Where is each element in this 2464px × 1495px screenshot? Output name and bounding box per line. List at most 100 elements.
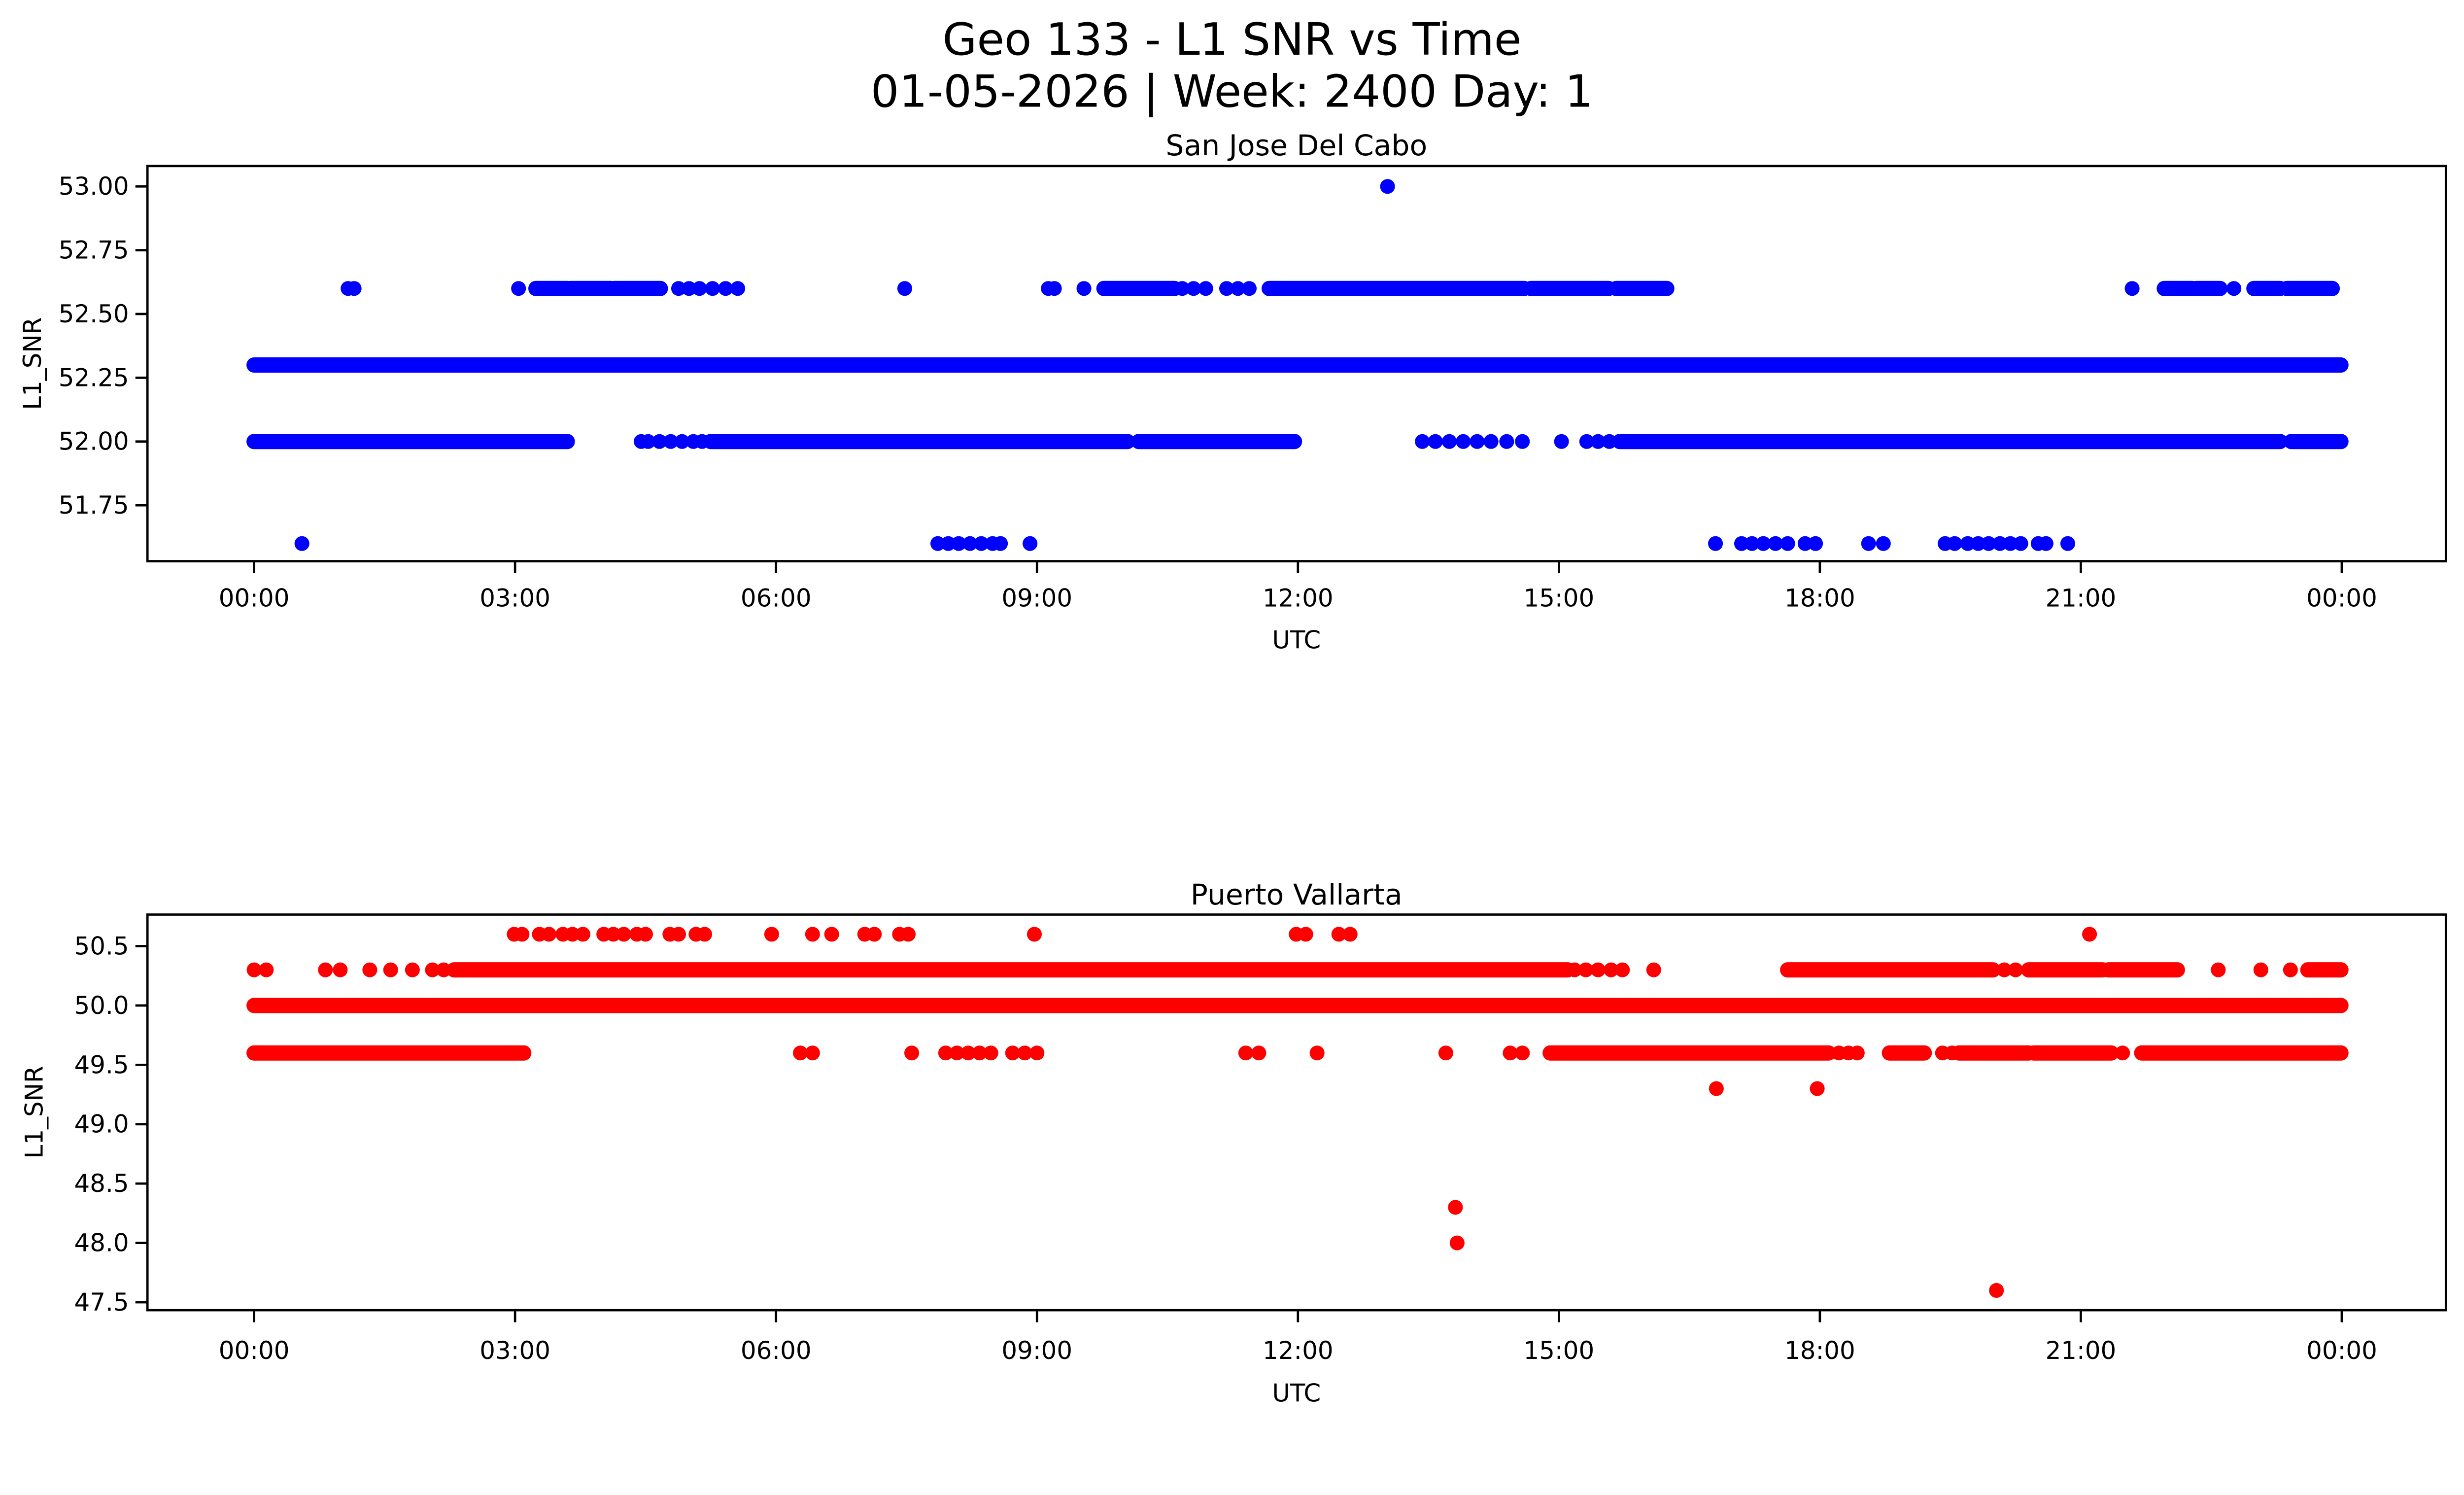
data-point (1709, 1081, 1724, 1096)
data-point (541, 927, 557, 942)
data-point (1515, 1045, 1530, 1061)
figure: Geo 133 - L1 SNR vs Time 01-05-2026 | We… (18, 14, 2447, 1407)
data-point (1590, 434, 1606, 449)
x-tick-label: 12:00 (1263, 1336, 1334, 1365)
x-axis-label-bottom: UTC (1272, 1379, 1321, 1406)
data-point (1971, 536, 1986, 551)
data-point (1198, 281, 1213, 296)
x-tick-label: 03:00 (479, 584, 550, 613)
data-point (974, 536, 989, 551)
data-point (259, 962, 274, 977)
data-point (692, 281, 707, 296)
y-tick-label: 52.00 (59, 427, 129, 456)
x-tick-label: 06:00 (741, 584, 812, 613)
data-point (1947, 536, 1962, 551)
x-tick-label: 03:00 (479, 1336, 550, 1365)
data-point (1992, 536, 2008, 551)
subplot-san-jose-del-cabo: San Jose Del Cabo L1_SNR UTC 00:00 03:00 0… (18, 129, 2447, 654)
data-point (1861, 536, 1876, 551)
x-tick-label: 12:00 (1263, 584, 1334, 613)
data-point (960, 1045, 976, 1061)
data-point (697, 927, 713, 942)
data-point (941, 536, 956, 551)
data-point (1005, 1045, 1020, 1061)
axes-title-puerto-vallarta: Puerto Vallarta (1191, 878, 1403, 911)
y-tick-label: 52.75 (59, 236, 129, 265)
data-point (897, 281, 913, 296)
data-point (1017, 1045, 1032, 1061)
data-point (867, 927, 882, 942)
y-axis-label-top: L1_SNR (18, 317, 47, 410)
data-point (1219, 281, 1234, 296)
data-point (1027, 927, 1042, 942)
data-point (1515, 434, 1530, 449)
data-point (2115, 1045, 2130, 1061)
data-point (1238, 1045, 1253, 1061)
data-point (1808, 536, 1823, 551)
axes-frame (146, 165, 2447, 562)
data-point (993, 536, 1008, 551)
data-point (1590, 962, 1606, 977)
data-point (246, 962, 262, 977)
axes-frame (146, 913, 2447, 1312)
data-point (1734, 536, 1749, 551)
data-point (383, 962, 398, 977)
y-tick-label: 49.0 (74, 1110, 129, 1139)
data-point (938, 1045, 953, 1061)
data-point (436, 962, 451, 977)
data-point (1309, 1045, 1325, 1061)
data-point (1849, 1045, 1865, 1061)
data-point (1483, 434, 1499, 449)
data-point (638, 927, 653, 942)
y-tick-label: 49.5 (74, 1050, 129, 1079)
data-point (1876, 536, 1891, 551)
data-point (575, 927, 590, 942)
data-point (1076, 281, 1092, 296)
data-point (1604, 962, 1619, 977)
y-axis-label-bottom: L1_SNR (20, 1066, 49, 1158)
data-point (616, 927, 631, 942)
data-point (793, 1045, 808, 1061)
y-tick-label: 50.0 (74, 991, 129, 1020)
data-point (1047, 281, 1062, 296)
x-tick-label: 18:00 (1784, 584, 1855, 613)
data-point (675, 434, 690, 449)
data-point (1756, 536, 1771, 551)
data-point (2038, 536, 2053, 551)
data-point (663, 434, 679, 449)
data-point (2060, 536, 2076, 551)
data-point (805, 1045, 820, 1061)
data-point (1780, 536, 1795, 551)
y-tick-label: 52.25 (59, 363, 129, 392)
data-point (641, 434, 656, 449)
data-point (1797, 536, 1813, 551)
data-point (1241, 281, 1257, 296)
data-point (694, 434, 710, 449)
data-point (2124, 281, 2140, 296)
data-point (930, 536, 946, 551)
snr-time-chart: Geo 133 - L1 SNR vs Time 01-05-2026 | We… (18, 14, 2447, 1407)
data-point (294, 536, 309, 551)
data-point (951, 536, 966, 551)
data-point (2283, 962, 2298, 977)
data-point (1499, 434, 1514, 449)
y-tick-label: 47.5 (74, 1288, 129, 1317)
data-point (1230, 281, 1246, 296)
data-point (983, 1045, 998, 1061)
data-point (764, 927, 779, 942)
data-point (805, 927, 820, 942)
x-tick-label: 00:00 (2306, 584, 2377, 613)
data-point (362, 962, 377, 977)
y-tick-label: 51.75 (59, 491, 129, 520)
data-point (718, 281, 733, 296)
data-point (1578, 962, 1594, 977)
data-point (2008, 962, 2023, 977)
data-point (1251, 1045, 1266, 1061)
data-point (1745, 536, 1760, 551)
data-point (1567, 962, 1582, 977)
scatter-points (246, 927, 2349, 1298)
data-point (671, 281, 686, 296)
data-point (405, 962, 420, 977)
figure-title: Geo 133 - L1 SNR vs Time (943, 14, 1522, 66)
data-point (1602, 434, 1617, 449)
